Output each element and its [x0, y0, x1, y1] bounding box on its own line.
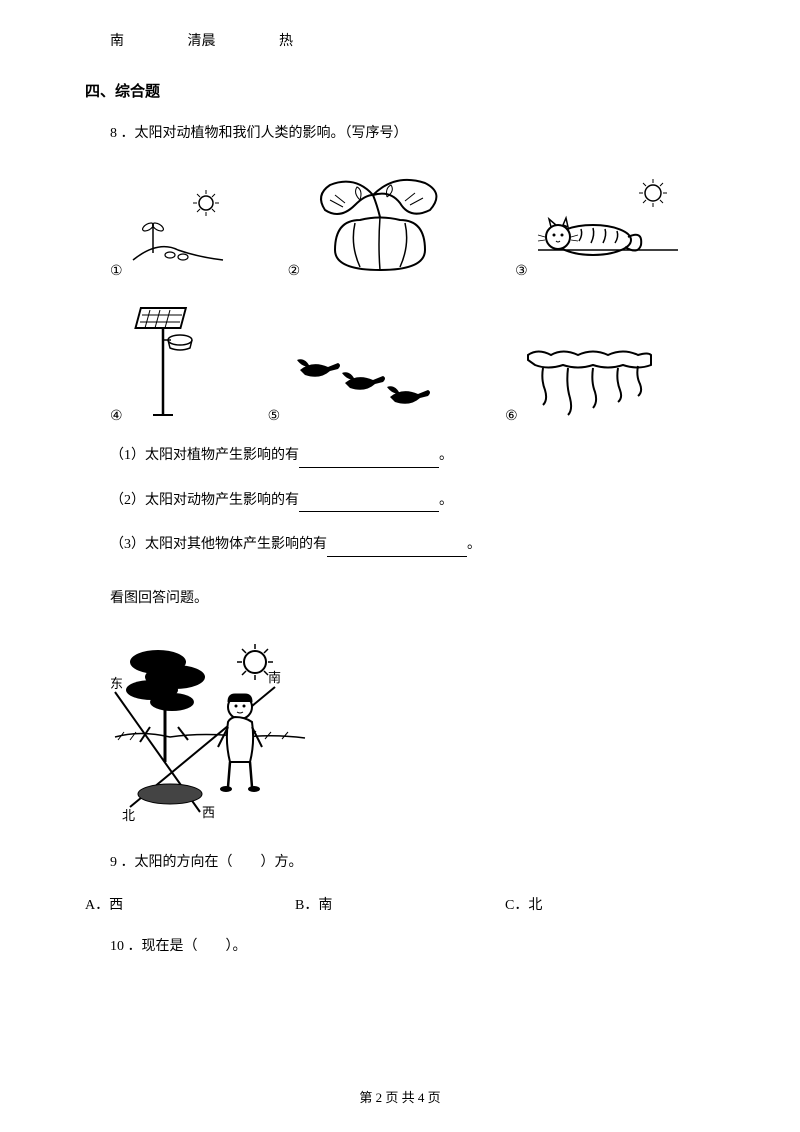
- option-a[interactable]: A．西: [85, 894, 295, 914]
- sub2-text: （2）太阳对动物产生影响的有: [110, 493, 299, 508]
- sub-question-2: （2）太阳对动物产生影响的有 。: [85, 490, 715, 512]
- image-item-1: ①: [110, 185, 228, 280]
- period-1: 。: [439, 448, 453, 463]
- cat-sun-icon: [533, 175, 683, 280]
- word-hot: 热: [279, 30, 293, 50]
- fill-words-row: 南 清晨 热: [85, 30, 715, 50]
- blank-1[interactable]: [299, 454, 439, 468]
- svg-text:东: 东: [110, 676, 123, 691]
- label-4: ④: [110, 408, 123, 425]
- pumpkin-icon: [305, 165, 455, 280]
- label-1: ①: [110, 263, 123, 280]
- sub-question-1: （1）太阳对植物产生影响的有 。: [85, 445, 715, 467]
- label-5: ⑤: [268, 408, 281, 425]
- images-row-2: ④ ⑤: [85, 300, 715, 425]
- question-10: 10 ．现在是（ ）。: [85, 936, 715, 958]
- section-title: 四、综合题: [85, 80, 715, 101]
- look-picture-text: 看图回答问题。: [85, 587, 715, 607]
- label-2: ②: [288, 263, 301, 280]
- blank-3[interactable]: [327, 543, 467, 557]
- option-b[interactable]: B．南: [295, 894, 505, 914]
- blank-2[interactable]: [299, 498, 439, 512]
- word-south: 南: [110, 30, 124, 50]
- melting-ice-icon: [523, 340, 653, 425]
- word-morning: 清晨: [188, 30, 216, 50]
- label-6: ⑥: [505, 408, 518, 425]
- question-8: 8 ．太阳对动植物和我们人类的影响。（写序号）: [85, 123, 715, 145]
- image-item-2: ②: [288, 165, 456, 280]
- svg-text:北: 北: [122, 808, 135, 822]
- svg-text:西: 西: [202, 805, 215, 820]
- seedling-sun-icon: [128, 185, 228, 280]
- solar-lamp-icon: [128, 300, 208, 425]
- image-item-6: ⑥: [505, 340, 653, 425]
- svg-text:南: 南: [268, 670, 281, 685]
- option-c[interactable]: C．北: [505, 894, 715, 914]
- image-item-5: ⑤: [268, 340, 446, 425]
- direction-picture: 东 南 北 西: [85, 632, 715, 827]
- images-row-1: ①: [85, 165, 715, 280]
- label-3: ③: [515, 263, 528, 280]
- sub3-text: （3）太阳对其他物体产生影响的有: [110, 537, 327, 552]
- question-9: 9 ．太阳的方向在（ ）方。: [85, 852, 715, 874]
- period-2: 。: [439, 493, 453, 508]
- sub-question-3: （3）太阳对其他物体产生影响的有 。: [85, 534, 715, 556]
- period-3: 。: [467, 537, 481, 552]
- sub1-text: （1）太阳对植物产生影响的有: [110, 448, 299, 463]
- options-row: A．西 B．南 C．北: [85, 894, 715, 914]
- image-item-4: ④: [110, 300, 208, 425]
- geese-icon: [285, 340, 445, 425]
- page-footer: 第 2 页 共 4 页: [0, 1087, 800, 1106]
- image-item-3: ③: [515, 175, 683, 280]
